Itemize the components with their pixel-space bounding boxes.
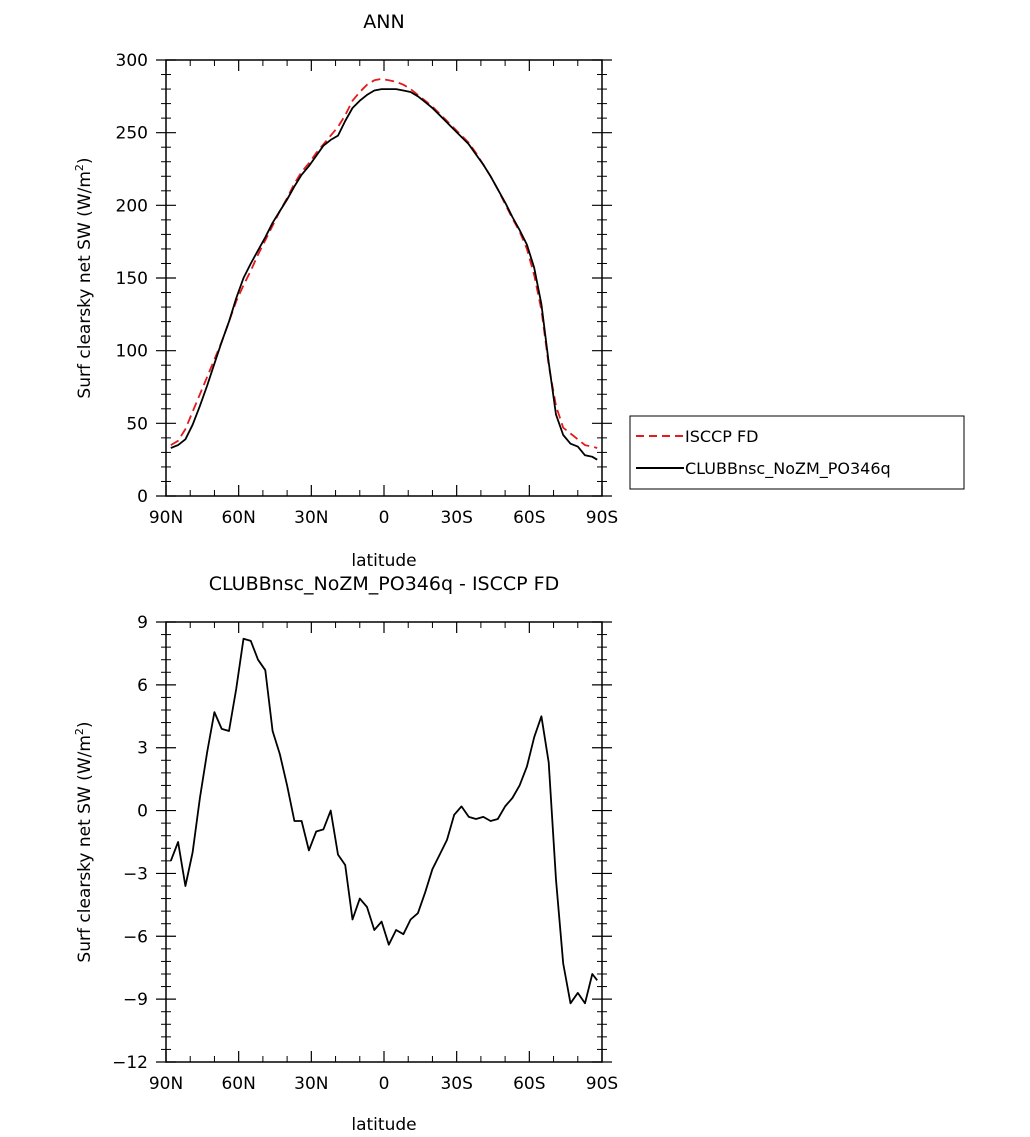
- legend-label-clubb: CLUBBnsc_NoZM_PO346q: [685, 459, 891, 479]
- top-x-tick-label: 90N: [149, 508, 183, 528]
- top-x-tick-label: 60S: [513, 508, 545, 528]
- legend-label-isccp: ISCCP FD: [685, 427, 758, 446]
- bottom-title: CLUBBnsc_NoZM_PO346q - ISCCP FD: [209, 573, 559, 595]
- top-x-axis-label: latitude: [351, 551, 416, 571]
- bottom-y-tick-label: −3: [123, 864, 148, 884]
- top-y-tick-label: 150: [116, 269, 148, 289]
- top-y-tick-label: 100: [116, 342, 148, 362]
- top-y-axis-label-tail: ): [75, 157, 95, 164]
- bottom-y-tick-label: 0: [137, 802, 148, 822]
- top-y-axis-label-superscript: 2: [73, 164, 86, 171]
- top-series-line-1: [170, 88, 598, 461]
- bottom-x-axis-label: latitude: [351, 1115, 416, 1135]
- top-x-tick-label: 30N: [294, 508, 328, 528]
- panel-top: ANN 90N 60N 30N 0 30S 60S 90S 0 50 100 150 200 250 30…: [73, 11, 965, 571]
- bottom-y-tick-label: −6: [123, 927, 148, 947]
- top-x-tick-label: 0: [379, 508, 390, 528]
- top-x-tick-label: 30S: [440, 508, 472, 528]
- panel-bottom: CLUBBnsc_NoZM_PO346q - ISCCP FD 90N 60N 30…: [73, 573, 618, 1135]
- bottom-x-tick-label: 90N: [149, 1074, 183, 1094]
- bottom-x-tick-label: 30N: [294, 1074, 328, 1094]
- bottom-x-tick-label: 0: [379, 1074, 390, 1094]
- top-y-tick-label: 300: [116, 51, 148, 71]
- bottom-x-tick-label: 90S: [586, 1074, 618, 1094]
- bottom-y-axis-label: Surf clearsky net SW (W/m2): [73, 721, 95, 962]
- top-x-tick-label: 60N: [221, 508, 255, 528]
- bottom-y-axis-label-main: Surf clearsky net SW (W/m: [75, 735, 95, 962]
- bottom-series: [169, 637, 598, 1005]
- bottom-y-tick-label: 6: [137, 676, 148, 696]
- top-title: ANN: [363, 11, 404, 33]
- top-series-line-0: [170, 78, 598, 449]
- bottom-series-line-0: [169, 637, 598, 1005]
- bottom-y-axis-label-superscript: 2: [73, 728, 86, 735]
- top-y-axis-label: Surf clearsky net SW (W/m2): [73, 157, 95, 398]
- bottom-y-tick-label: −12: [112, 1053, 148, 1073]
- top-ticks: 90N 60N 30N 0 30S 60S 90S 0 50 100 150 200 250 300: [116, 51, 619, 528]
- bottom-ticks: 90N 60N 30N 0 30S 60S 90S −12 −9 −6 −3 0 3 6 9: [112, 613, 618, 1094]
- bottom-y-tick-label: −9: [123, 990, 148, 1010]
- bottom-plot-frame: [165, 621, 603, 1063]
- top-y-axis-label-main: Surf clearsky net SW (W/m: [75, 171, 95, 398]
- top-y-tick-label: 0: [137, 487, 148, 507]
- bottom-x-tick-label: 60N: [221, 1074, 255, 1094]
- top-series: [170, 78, 598, 461]
- top-y-tick-label: 250: [116, 124, 148, 144]
- bottom-y-axis-label-tail: ): [75, 721, 95, 728]
- legend-box: [629, 415, 965, 490]
- bottom-y-tick-label: 9: [137, 613, 148, 633]
- bottom-x-tick-label: 60S: [513, 1074, 545, 1094]
- top-y-tick-label: 50: [126, 414, 148, 434]
- bottom-y-tick-label: 3: [137, 739, 148, 759]
- legend: ISCCP FD CLUBBnsc_NoZM_PO346q: [629, 415, 965, 490]
- bottom-x-tick-label: 30S: [440, 1074, 472, 1094]
- top-y-tick-label: 200: [116, 196, 148, 216]
- top-x-tick-label: 90S: [586, 508, 618, 528]
